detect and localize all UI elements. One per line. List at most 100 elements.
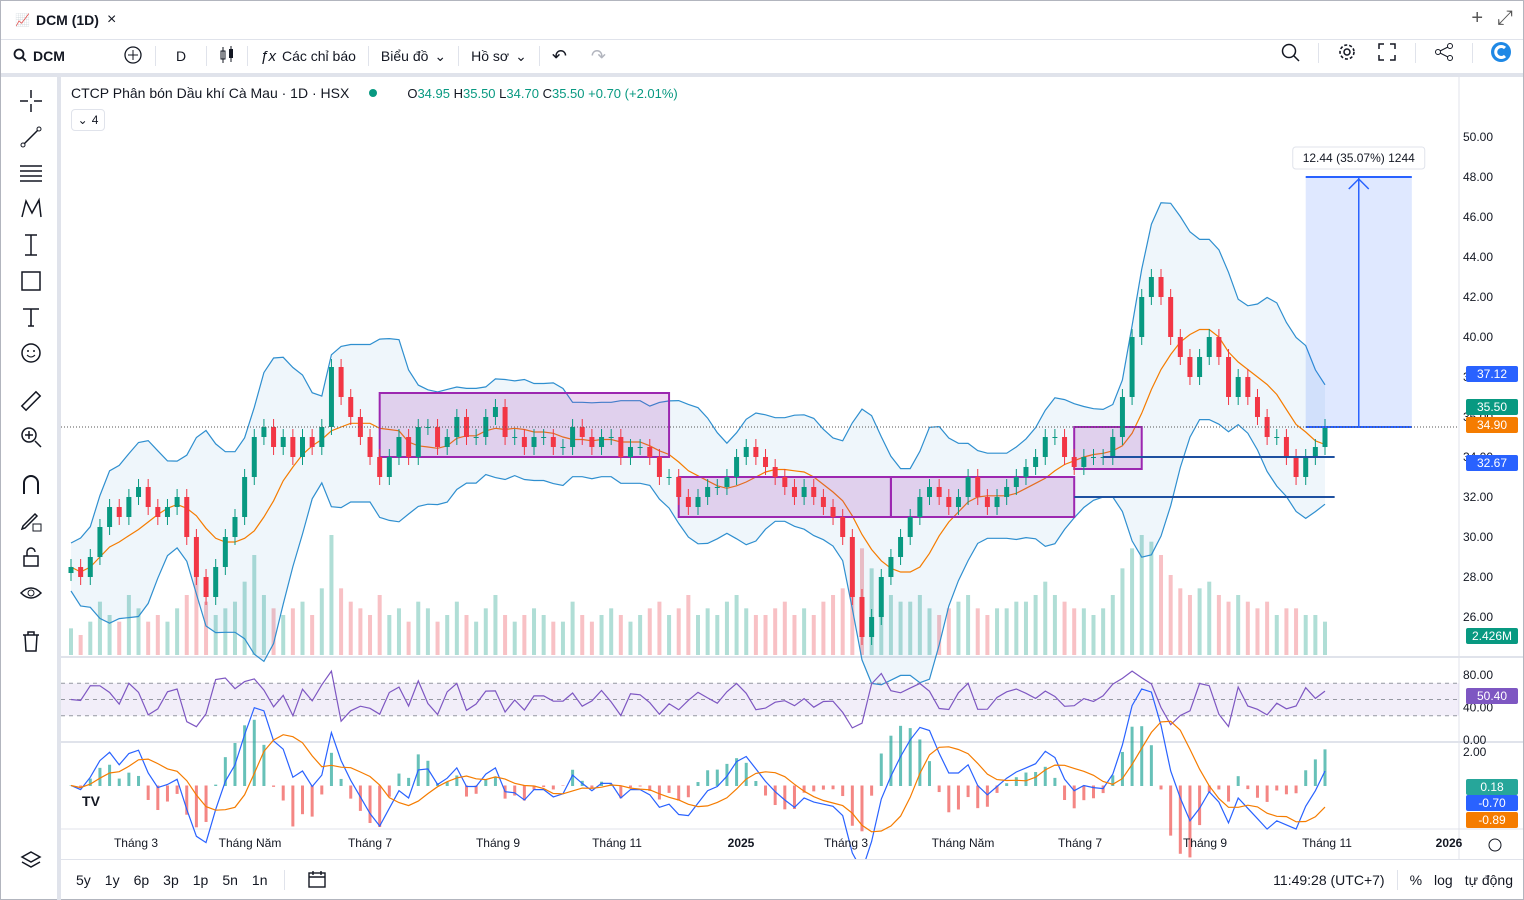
range-button-5y[interactable]: 5y bbox=[76, 872, 91, 888]
volume-bar bbox=[638, 615, 643, 655]
volume-bar bbox=[464, 615, 469, 655]
emoji-tool[interactable] bbox=[17, 341, 45, 369]
candle-body bbox=[280, 437, 286, 447]
price-tick-label: 28.00 bbox=[1463, 570, 1493, 584]
profile-menu-button[interactable]: Hồ sơ ⌄ bbox=[459, 41, 539, 71]
candle-body bbox=[1168, 297, 1174, 337]
measure-arrowhead bbox=[1348, 177, 1370, 190]
unlock-tool[interactable] bbox=[17, 545, 45, 573]
macd-histogram-bar bbox=[1053, 777, 1057, 786]
price-badge bbox=[1466, 795, 1518, 811]
expand-icon[interactable]: ⤢ bbox=[1497, 7, 1513, 29]
measure-label-box bbox=[1292, 146, 1426, 170]
measure-tool[interactable] bbox=[17, 233, 45, 261]
delete-tool[interactable] bbox=[17, 629, 45, 657]
candle-body bbox=[454, 417, 460, 437]
date-range-button[interactable] bbox=[295, 865, 339, 895]
fib-tool[interactable] bbox=[17, 161, 45, 189]
brand-logo[interactable] bbox=[1489, 41, 1513, 65]
price-badge bbox=[1466, 455, 1518, 471]
volume-bar bbox=[831, 595, 836, 655]
candle-body bbox=[820, 497, 826, 507]
rsi-tick-label: 40.00 bbox=[1463, 701, 1493, 715]
indicator-collapse-button[interactable]: ⌄ 4 bbox=[71, 109, 105, 131]
macd-histogram-bar bbox=[628, 785, 632, 788]
range-button-1n[interactable]: 1n bbox=[251, 872, 268, 888]
volume-bar bbox=[570, 601, 575, 655]
candle-body bbox=[1226, 357, 1232, 397]
candle-body bbox=[155, 507, 161, 517]
clock-display[interactable]: 11:49:28 (UTC+7) bbox=[1273, 872, 1385, 888]
macd-histogram-bar bbox=[522, 785, 526, 801]
divider bbox=[284, 870, 286, 890]
trend-line-tool[interactable] bbox=[17, 125, 45, 153]
lock-drawing-tool[interactable] bbox=[17, 509, 45, 537]
range-button-5n[interactable]: 5n bbox=[222, 872, 238, 888]
candle-body bbox=[1177, 337, 1183, 357]
volume-bar bbox=[1159, 555, 1164, 655]
candle-body bbox=[348, 397, 354, 417]
object-tree-tool[interactable] bbox=[17, 849, 45, 877]
divider bbox=[538, 46, 540, 66]
time-axis-label: Tháng 7 bbox=[1058, 836, 1102, 850]
range-button-6p[interactable]: 6p bbox=[133, 872, 150, 888]
range-button-1p[interactable]: 1p bbox=[192, 872, 209, 888]
unlock-icon bbox=[19, 545, 43, 574]
auto-scale-toggle[interactable]: tự động bbox=[1464, 872, 1513, 888]
chart-canvas[interactable]: 50.0048.0046.0044.0042.0040.0038.0036.00… bbox=[61, 77, 1523, 859]
moving-average-line bbox=[70, 328, 1326, 573]
add-icon[interactable]: + bbox=[1471, 7, 1483, 29]
volume-bar bbox=[117, 621, 122, 655]
magnet-tool[interactable] bbox=[17, 473, 45, 501]
macd-histogram-bar bbox=[1198, 785, 1202, 826]
ruler-tool[interactable] bbox=[17, 389, 45, 417]
volume-bar bbox=[1168, 575, 1173, 655]
volume-bar bbox=[1052, 595, 1057, 655]
chart-menu-button[interactable]: Biểu đồ ⌄ bbox=[369, 41, 458, 71]
zoom-tool[interactable] bbox=[17, 425, 45, 453]
text-tool[interactable] bbox=[17, 305, 45, 333]
log-toggle[interactable]: log bbox=[1434, 872, 1453, 888]
macd-histogram-bar bbox=[368, 785, 372, 824]
quick-search-button[interactable] bbox=[1278, 41, 1302, 65]
volume-bar bbox=[667, 615, 672, 655]
price-badge bbox=[1466, 779, 1518, 795]
macd-histogram-bar bbox=[262, 744, 266, 786]
candle-body bbox=[608, 437, 614, 438]
candle-body bbox=[840, 517, 846, 537]
volume-bar bbox=[1023, 601, 1028, 655]
fullscreen-button[interactable] bbox=[1375, 41, 1399, 65]
pattern-tool[interactable] bbox=[17, 197, 45, 225]
close-icon[interactable]: × bbox=[106, 11, 117, 28]
interval-button[interactable]: D bbox=[176, 48, 187, 64]
candle-type-button[interactable] bbox=[207, 41, 247, 71]
share-button[interactable] bbox=[1432, 41, 1456, 65]
undo-button[interactable]: ↶ bbox=[540, 41, 579, 71]
price-badge bbox=[1466, 366, 1518, 382]
macd-histogram-bar bbox=[108, 764, 112, 786]
candle-body bbox=[531, 437, 537, 447]
range-button-3p[interactable]: 3p bbox=[163, 872, 179, 888]
volume-bar bbox=[1197, 588, 1202, 655]
visibility-tool[interactable] bbox=[17, 581, 45, 609]
volume-bar bbox=[1323, 621, 1327, 655]
crosshair-tool[interactable] bbox=[17, 89, 45, 117]
range-button-1y[interactable]: 1y bbox=[104, 872, 120, 888]
settings-button[interactable] bbox=[1335, 41, 1359, 65]
macd-histogram-bar bbox=[735, 758, 739, 786]
indicators-button[interactable]: ƒx Các chỉ báo bbox=[248, 41, 368, 71]
candle-body bbox=[1052, 437, 1058, 438]
volume-bar bbox=[184, 595, 189, 655]
time-axis-label: Tháng Năm bbox=[932, 836, 995, 850]
volume-bar bbox=[1274, 615, 1279, 655]
divider bbox=[1396, 870, 1398, 890]
redo-button[interactable]: ↷ bbox=[579, 41, 618, 71]
compare-button[interactable] bbox=[111, 41, 155, 71]
change-value: +0.70 (+2.01%) bbox=[588, 85, 678, 101]
text-icon bbox=[19, 305, 43, 334]
percent-toggle[interactable]: % bbox=[1409, 872, 1423, 888]
volume-bar bbox=[97, 601, 102, 655]
shape-tool[interactable] bbox=[17, 269, 45, 297]
symbol-search-button[interactable]: DCM bbox=[1, 41, 111, 71]
chevron-down-icon: ⌄ bbox=[434, 47, 447, 64]
